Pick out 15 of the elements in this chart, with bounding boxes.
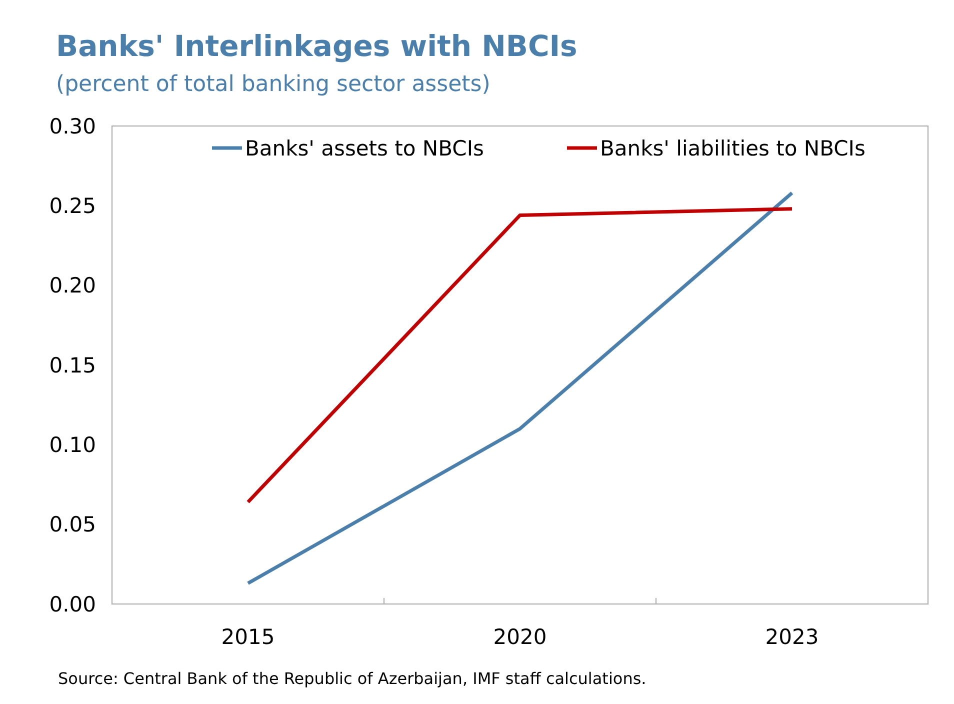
y-tick-label: 0.25	[49, 194, 96, 218]
x-tick-label: 2020	[493, 625, 547, 649]
legend-label: Banks' liabilities to NBCIs	[600, 136, 866, 160]
y-tick-label: 0.10	[49, 433, 96, 458]
x-tick-label: 2015	[221, 625, 275, 649]
y-tick-label: 0.00	[49, 592, 96, 616]
source-note: Source: Central Bank of the Republic of Azerbaijan, IMF staff calculations.	[58, 669, 646, 688]
chart-subtitle: (percent of total banking sector assets)	[56, 72, 490, 97]
y-tick-label: 0.05	[49, 512, 96, 537]
chart-title: Banks' Interlinkages with NBCIs	[56, 29, 578, 63]
y-tick-label: 0.30	[49, 114, 96, 138]
y-tick-label: 0.20	[49, 274, 96, 298]
legend-label: Banks' assets to NBCIs	[245, 136, 484, 160]
x-tick-label: 2023	[765, 625, 819, 649]
y-tick-label: 0.15	[49, 353, 96, 378]
